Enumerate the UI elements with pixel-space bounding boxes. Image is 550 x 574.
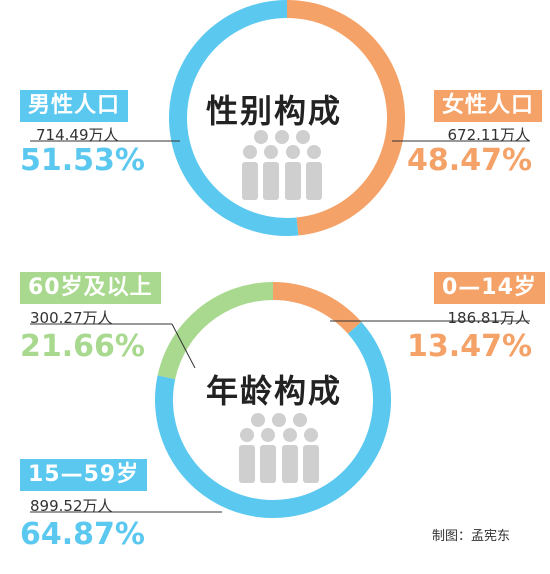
person-body — [303, 445, 319, 483]
person-body — [282, 445, 298, 483]
person-head — [275, 130, 289, 144]
person-head — [304, 428, 318, 442]
male-slice — [169, 0, 299, 236]
person-head — [254, 130, 268, 144]
age-15-59-label-badge: 15—59岁 — [20, 459, 148, 491]
person-head — [243, 145, 257, 159]
people-icon — [242, 130, 322, 200]
age-chart-title: 年龄构成 — [206, 372, 343, 410]
female-slice — [287, 0, 405, 236]
age-15-59-value: 899.52万人 — [30, 497, 113, 515]
person-head — [296, 130, 310, 144]
male-percent: 51.53% — [20, 143, 145, 178]
age-chart — [30, 282, 530, 518]
female-value: 672.11万人 — [447, 126, 531, 144]
male-label-badge: 男性人口 — [20, 90, 129, 122]
age-60-plus-value: 300.27万人 — [30, 309, 113, 327]
age-15-59-percent: 64.87% — [20, 517, 145, 552]
female-percent: 48.47% — [407, 143, 532, 178]
age-15-59-slice — [155, 321, 391, 518]
person-head — [283, 428, 297, 442]
age-0-14-label-badge: 0—14岁 — [434, 272, 545, 304]
person-head — [307, 145, 321, 159]
age-0-14-percent: 13.47% — [407, 329, 532, 364]
female-label-badge: 女性人口 — [434, 90, 543, 122]
credit-text: 制图：孟宪东 — [432, 529, 511, 544]
person-head — [240, 428, 254, 442]
male-value: 714.49万人 — [36, 126, 119, 144]
age-leader-lines — [30, 320, 530, 513]
person-body — [239, 445, 255, 483]
person-body — [242, 162, 258, 200]
age-0-14-slice — [273, 282, 362, 334]
age-60-plus-leader-line — [171, 323, 196, 369]
gender-chart-title: 性别构成 — [206, 92, 343, 130]
person-head — [286, 145, 300, 159]
person-body — [306, 162, 322, 200]
age-60-plus-slice — [157, 282, 273, 380]
people-icon — [239, 413, 319, 483]
age-60-plus-label-badge: 60岁及以上 — [20, 272, 161, 304]
person-head — [251, 413, 265, 427]
person-body — [263, 162, 279, 200]
age-0-14-value: 186.81万人 — [447, 309, 531, 327]
person-head — [264, 145, 278, 159]
gender-chart — [30, 0, 530, 236]
person-head — [261, 428, 275, 442]
person-head — [293, 413, 307, 427]
person-head — [272, 413, 286, 427]
person-body — [260, 445, 276, 483]
age-60-plus-percent: 21.66% — [20, 329, 145, 364]
gender-donut-ring — [169, 0, 405, 236]
person-body — [285, 162, 301, 200]
